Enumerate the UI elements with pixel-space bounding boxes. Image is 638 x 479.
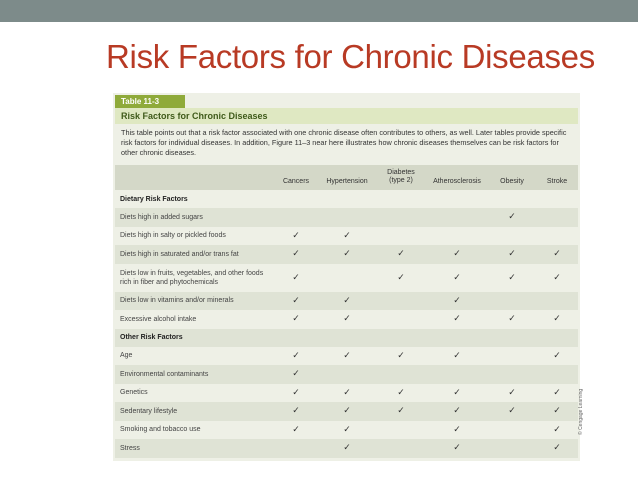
check-mark: ✓ xyxy=(292,423,300,434)
column-header: Atherosclerosis xyxy=(433,178,481,185)
check-mark: ✓ xyxy=(553,405,561,416)
check-mark: ✓ xyxy=(453,349,461,360)
check-mark: ✓ xyxy=(343,386,351,397)
column-header: Hypertension xyxy=(326,178,368,185)
check-mark: ✓ xyxy=(343,313,351,324)
check-mark: ✓ xyxy=(553,423,561,434)
column-header: Stroke xyxy=(546,178,568,185)
table-title: Risk Factors for Chronic Diseases xyxy=(115,108,578,124)
section-heading: Other Risk Factors xyxy=(120,334,183,341)
check-mark: ✓ xyxy=(453,294,461,305)
check-mark: ✓ xyxy=(508,211,516,222)
section-heading: Dietary Risk Factors xyxy=(120,195,188,203)
row-label: Sedentary lifestyle xyxy=(120,407,178,415)
table-row xyxy=(115,439,578,458)
check-mark: ✓ xyxy=(343,229,351,240)
check-mark: ✓ xyxy=(553,271,561,282)
check-mark: ✓ xyxy=(453,248,461,259)
check-mark: ✓ xyxy=(553,349,561,360)
check-mark: ✓ xyxy=(453,405,461,416)
row-label: Diets low in fruits, vegetables, and oth… xyxy=(120,269,264,286)
row-label: Diets high in salty or pickled foods xyxy=(120,232,226,239)
row-label: Stress xyxy=(120,444,140,452)
check-mark: ✓ xyxy=(397,386,405,397)
table-row xyxy=(115,383,578,402)
row-label: Age xyxy=(120,352,133,359)
check-mark: ✓ xyxy=(292,368,300,379)
check-mark: ✓ xyxy=(343,405,351,416)
check-mark: ✓ xyxy=(508,386,516,397)
column-header: Obesity xyxy=(500,178,524,185)
check-mark: ✓ xyxy=(553,442,561,453)
header-row xyxy=(115,165,578,190)
row-label: Smoking and tobacco use xyxy=(120,426,201,433)
check-mark: ✓ xyxy=(397,248,405,259)
table-row xyxy=(115,310,578,329)
table-row xyxy=(115,226,578,245)
check-mark: ✓ xyxy=(553,248,561,259)
credit: © Cengage Learning xyxy=(578,388,584,435)
check-mark: ✓ xyxy=(343,423,351,434)
check-mark: ✓ xyxy=(292,386,300,397)
check-mark: ✓ xyxy=(508,271,516,282)
table-row xyxy=(115,263,578,292)
check-mark: ✓ xyxy=(343,349,351,360)
row-label: Excessive alcohol intake xyxy=(120,315,197,323)
table-row xyxy=(115,328,578,347)
table-row xyxy=(115,346,578,365)
slide-title: Risk Factors for Chronic Diseases xyxy=(106,38,595,75)
check-mark: ✓ xyxy=(508,405,516,416)
check-mark: ✓ xyxy=(292,405,300,416)
column-header: Cancers xyxy=(282,178,310,185)
column-header: Diabetes (type 2) xyxy=(387,169,415,184)
table-row xyxy=(115,420,578,439)
row-label: Diets high in added sugars xyxy=(120,213,203,221)
check-mark: ✓ xyxy=(453,386,461,397)
check-mark: ✓ xyxy=(508,248,516,259)
check-mark: ✓ xyxy=(553,313,561,324)
check-mark: ✓ xyxy=(453,313,461,324)
check-mark: ✓ xyxy=(397,405,405,416)
check-mark: ✓ xyxy=(292,248,300,259)
check-mark: ✓ xyxy=(292,349,300,360)
check-mark: ✓ xyxy=(453,423,461,434)
row-label: Diets high in saturated and/or trans fat xyxy=(120,250,239,258)
table-row xyxy=(115,291,578,310)
check-mark: ✓ xyxy=(343,442,351,453)
top-band xyxy=(0,0,638,22)
check-mark: ✓ xyxy=(508,313,516,324)
table-number: Table 11-3 xyxy=(115,95,185,108)
row-label: Diets low in vitamins and/or minerals xyxy=(120,297,234,304)
table-row xyxy=(115,402,578,421)
check-mark: ✓ xyxy=(397,349,405,360)
check-mark: ✓ xyxy=(292,313,300,324)
check-mark: ✓ xyxy=(343,248,351,259)
check-mark: ✓ xyxy=(292,229,300,240)
check-mark: ✓ xyxy=(343,294,351,305)
row-label: Environmental contaminants xyxy=(120,370,209,378)
check-mark: ✓ xyxy=(292,271,300,282)
table-row xyxy=(115,245,578,264)
check-mark: ✓ xyxy=(397,271,405,282)
table-description: This table points out that a risk factor… xyxy=(121,128,567,157)
check-mark: ✓ xyxy=(453,442,461,453)
table-row xyxy=(115,365,578,384)
row-label: Genetics xyxy=(120,389,148,396)
check-mark: ✓ xyxy=(553,386,561,397)
check-mark: ✓ xyxy=(453,271,461,282)
check-mark: ✓ xyxy=(292,294,300,305)
table-row xyxy=(115,208,578,227)
table-row xyxy=(115,190,578,208)
